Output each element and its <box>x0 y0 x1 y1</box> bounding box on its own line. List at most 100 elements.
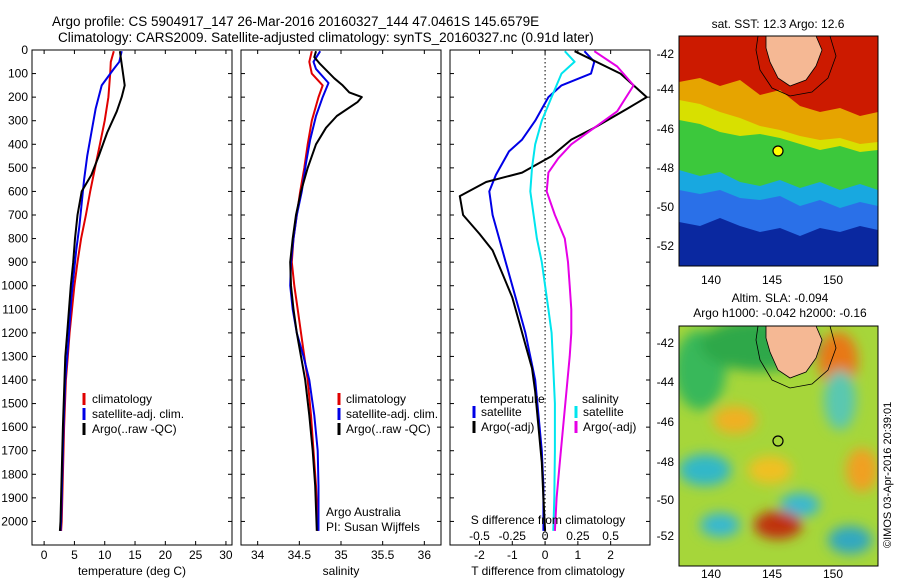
sla-map-title-2: Argo h1000: -0.042 h2000: -0.16 <box>693 306 867 320</box>
sla-xtick: 145 <box>762 567 782 580</box>
difference-series <box>458 50 648 531</box>
s-tick-label: 0 <box>542 529 549 543</box>
sst-xtick: 140 <box>701 273 721 287</box>
sla-map-axes: 140 145 150 -42 -44 -46 -48 -50 -52 <box>657 336 844 580</box>
x-tick-label: 0 <box>41 548 48 562</box>
sla-map-frame <box>678 325 879 567</box>
depth-tick-label: 2000 <box>1 514 28 528</box>
argo-float-marker <box>772 435 784 447</box>
sst-map <box>679 36 878 266</box>
x-tick-label: 2 <box>607 548 614 562</box>
header-line1: Argo profile: CS 5904917_147 26-Mar-2016… <box>52 14 539 29</box>
legend-label-t-satellite: satellite <box>481 405 522 419</box>
legend-label-satellite: satellite-adj. clim. <box>92 407 184 421</box>
sst-ytick: -44 <box>657 82 675 96</box>
sla-ytick: -42 <box>657 336 675 350</box>
argo-float-marker <box>772 145 784 157</box>
sla-low-blob <box>828 526 872 554</box>
x-tick-label: 35.5 <box>371 548 395 562</box>
sst-xtick: 150 <box>823 273 843 287</box>
salinity-panel: 34 34.5 35 35.5 36 salinity climatology sate… <box>240 49 442 578</box>
sst-ytick: -46 <box>657 122 675 136</box>
x-tick-label: 20 <box>159 548 173 562</box>
x-tick-label: 36 <box>418 548 432 562</box>
depth-tick-label: 1900 <box>1 491 28 505</box>
sla-anomaly-field <box>679 326 878 554</box>
x-tick-label: 34 <box>251 548 265 562</box>
annotation-pi: PI: Susan Wijffels <box>326 520 420 534</box>
x-tick-label: -2 <box>474 548 485 562</box>
sla-high-blob <box>754 511 802 539</box>
temperature-axes-frame <box>31 49 233 546</box>
depth-tick-label: 1400 <box>1 373 28 387</box>
x-tick-label: 1 <box>575 548 582 562</box>
series-line-temperature-argo-adj <box>458 50 648 531</box>
depth-tick-label: 500 <box>8 161 28 175</box>
legend-label-t-argo: Argo(-adj) <box>481 420 534 434</box>
sla-low-blob <box>780 493 820 517</box>
x-tick-label: 5 <box>71 548 78 562</box>
sst-ytick: -50 <box>657 200 675 214</box>
sst-map-title: sat. SST: 12.3 Argo: 12.6 <box>712 17 845 31</box>
sla-ytick: -46 <box>657 415 675 429</box>
legend-label-argo: Argo(..raw -QC) <box>346 422 431 436</box>
legend-label-climatology: climatology <box>346 392 406 406</box>
depth-tick-label: 300 <box>8 114 28 128</box>
legend-label-s-satellite: satellite <box>583 405 624 419</box>
x-tick-label: 25 <box>189 548 203 562</box>
depth-tick-label: 1300 <box>1 349 28 363</box>
depth-tick-label: 600 <box>8 184 28 198</box>
series-line-salinity-satellite <box>529 50 576 531</box>
depth-axis: 0 100 200 300 400 500 600 700 800 900 1000 1100 1200… <box>1 43 232 528</box>
sla-map <box>679 326 878 566</box>
salinity-series <box>289 50 363 531</box>
depth-tick-label: 200 <box>8 90 28 104</box>
depth-tick-label: 1600 <box>1 420 28 434</box>
s-tick-label: -0.25 <box>499 529 527 543</box>
salinity-xlabel: salinity <box>323 564 360 578</box>
bathymetry-contour <box>755 326 837 389</box>
bathymetry-contour <box>755 36 837 97</box>
annotation-argo-australia: Argo Australia <box>326 505 401 519</box>
series-line-argo-raw-qc <box>58 51 126 531</box>
temperature-xlabel: temperature (deg C) <box>78 564 186 578</box>
sla-xtick: 140 <box>701 567 721 580</box>
sst-ytick: -48 <box>657 161 675 175</box>
depth-tick-label: 100 <box>8 67 28 81</box>
salinity-y-ticks <box>241 49 441 522</box>
s-tick-label: -0.5 <box>469 529 490 543</box>
temperature-series <box>58 50 126 531</box>
sst-ytick: -42 <box>657 47 675 61</box>
depth-tick-label: 1000 <box>1 279 28 293</box>
sla-ytick: -48 <box>657 455 675 469</box>
sla-ytick: -52 <box>657 529 675 543</box>
x-tick-label: -1 <box>507 548 518 562</box>
sst-band-deep-blue <box>679 218 878 266</box>
depth-tick-label: 1500 <box>1 397 28 411</box>
salinity-axes-frame <box>240 49 442 546</box>
sla-high-blob <box>713 406 757 434</box>
sla-high-blob <box>846 448 878 492</box>
difference-axes-frame <box>449 49 651 546</box>
series-line-salinity-argo-adj <box>545 50 635 531</box>
depth-tick-label: 1100 <box>2 302 28 316</box>
sla-low-blob <box>700 513 740 537</box>
tasmania-landmass <box>765 36 823 87</box>
legend-label-argo: Argo(..raw -QC) <box>92 422 177 436</box>
t-difference-label: T difference from climatology <box>471 564 625 578</box>
depth-tick-label: 700 <box>8 208 28 222</box>
tasmania-landmass <box>765 326 823 379</box>
depth-tick-label: 0 <box>21 43 28 57</box>
sla-xtick: 150 <box>823 567 843 580</box>
sla-low-blob <box>824 370 856 430</box>
header-line2: Climatology: CARS2009. Satellite-adjuste… <box>58 30 594 45</box>
depth-tick-label: 400 <box>8 137 28 151</box>
sla-low-blob <box>679 454 731 486</box>
sla-ytick: -44 <box>657 375 675 389</box>
x-tick-label: 0 <box>542 548 549 562</box>
temperature-legend: climatology satellite-adj. clim. Argo(..… <box>82 392 184 436</box>
imos-watermark: ©IMOS 03-Apr-2016 20:39:01 <box>882 402 894 548</box>
salinity-legend: climatology satellite-adj. clim. Argo(..… <box>337 392 438 436</box>
difference-y-ticks <box>450 49 650 522</box>
sst-xtick: 145 <box>762 273 782 287</box>
